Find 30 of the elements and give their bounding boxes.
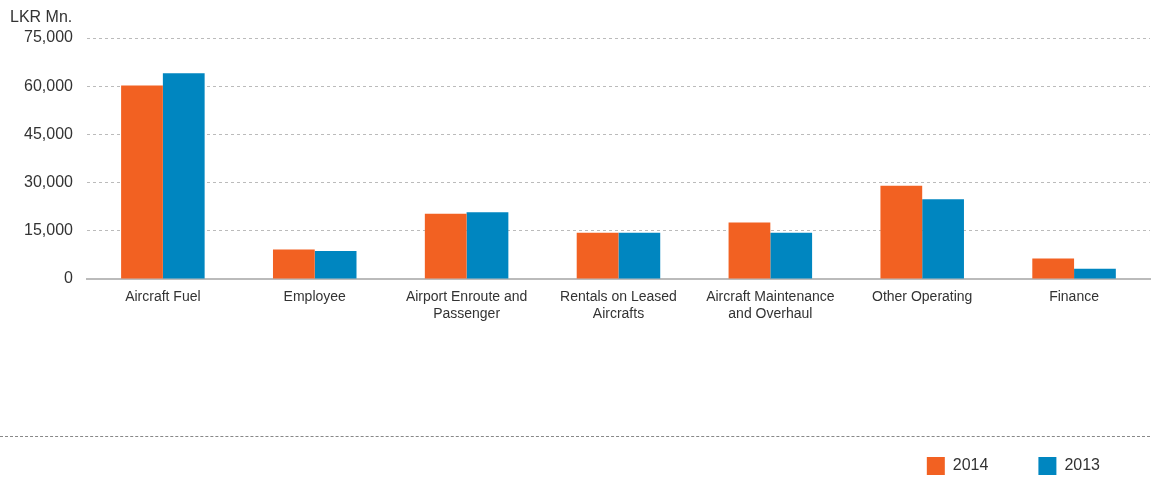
legend-label: 2013 bbox=[1064, 456, 1101, 474]
bar bbox=[314, 251, 357, 279]
x-tick-label: Rentals on Leased Aircrafts bbox=[560, 288, 677, 322]
bar bbox=[1074, 268, 1116, 279]
y-tick-label: 30,000 bbox=[24, 173, 74, 191]
bar bbox=[618, 232, 661, 279]
bar bbox=[922, 199, 964, 279]
x-tick-label: Aircraft Maintenance and Overhaul bbox=[706, 288, 835, 322]
x-tick-label: Finance bbox=[1049, 288, 1100, 305]
y-tick-label: 15,000 bbox=[24, 221, 74, 239]
legend-label: 2014 bbox=[952, 456, 989, 474]
bar bbox=[272, 249, 315, 279]
y-tick-label: 0 bbox=[64, 269, 74, 287]
bar bbox=[770, 232, 813, 279]
x-tick-label: Aircraft Fuel bbox=[125, 288, 201, 305]
y-axis-title: LKR Mn. bbox=[10, 8, 73, 26]
bar bbox=[424, 213, 467, 279]
bar bbox=[121, 85, 163, 279]
bar bbox=[162, 73, 205, 279]
y-tick-label: 75,000 bbox=[24, 28, 74, 46]
bar bbox=[1032, 258, 1075, 279]
bar bbox=[466, 212, 509, 279]
x-tick-label: Other Operating bbox=[872, 288, 973, 305]
bar bbox=[728, 222, 771, 279]
bar bbox=[880, 185, 923, 279]
x-tick-label: Airport Enroute and Passenger bbox=[405, 288, 528, 322]
y-tick-label: 45,000 bbox=[24, 124, 74, 142]
bar bbox=[576, 232, 619, 279]
x-tick-label: Employee bbox=[283, 288, 347, 305]
y-tick-label: 60,000 bbox=[24, 76, 74, 94]
